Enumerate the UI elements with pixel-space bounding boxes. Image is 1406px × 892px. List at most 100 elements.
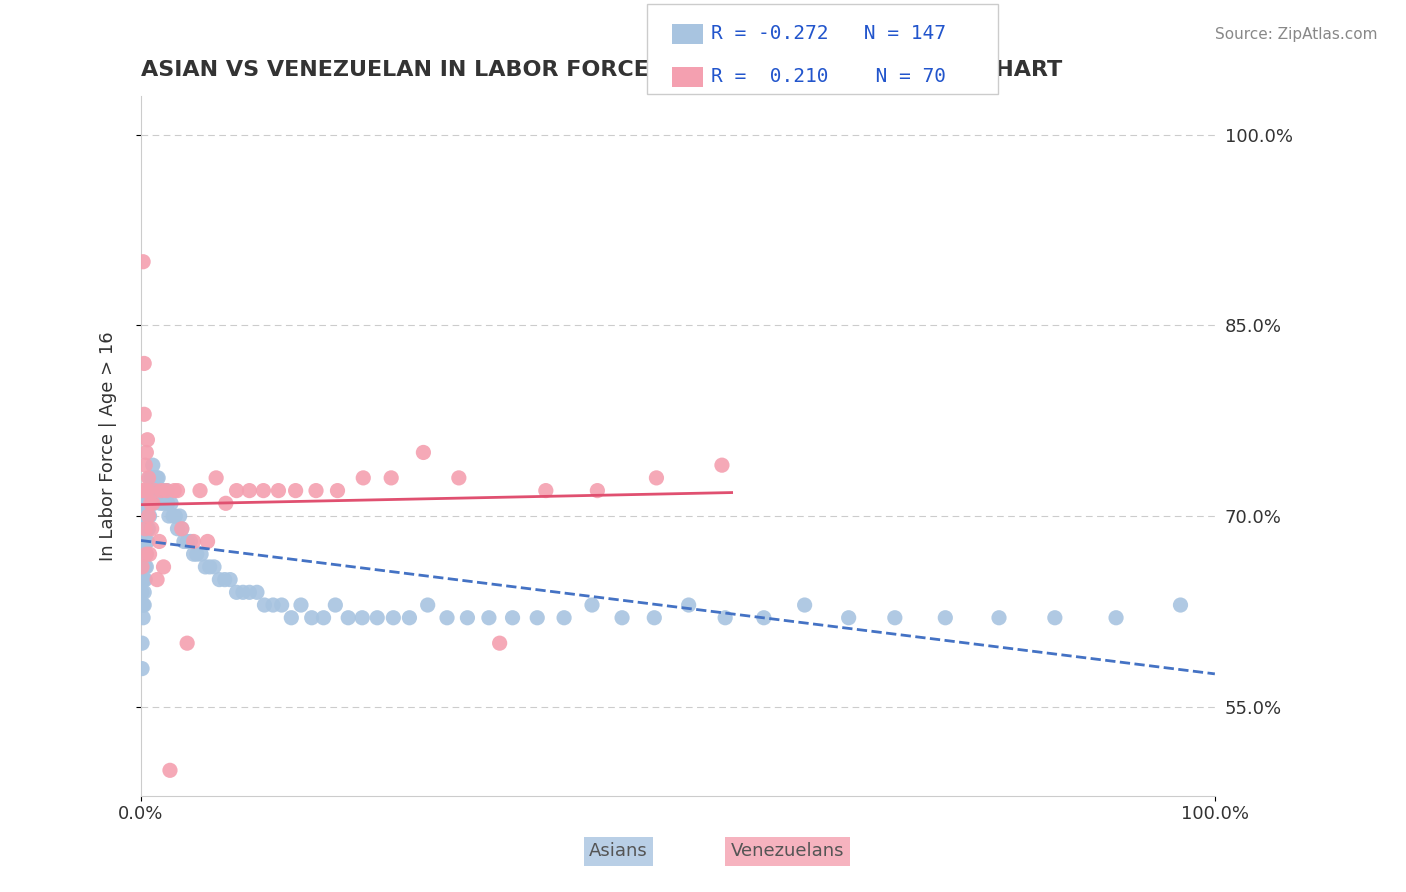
Point <box>252 483 274 498</box>
Point <box>132 573 155 587</box>
Point <box>136 433 159 447</box>
Point <box>135 496 157 510</box>
Point <box>337 611 360 625</box>
Point <box>132 547 155 561</box>
Point <box>253 598 276 612</box>
Point <box>219 573 242 587</box>
Point <box>553 611 575 625</box>
Point <box>197 534 219 549</box>
Point <box>143 471 166 485</box>
Point <box>142 496 165 510</box>
Point <box>134 522 156 536</box>
Point <box>173 534 195 549</box>
Point <box>645 471 668 485</box>
Point <box>136 534 159 549</box>
Point <box>176 636 198 650</box>
Point <box>205 471 228 485</box>
Point <box>138 496 160 510</box>
Point <box>132 560 155 574</box>
Point <box>262 598 284 612</box>
Point <box>176 534 198 549</box>
Point <box>136 509 159 524</box>
Point <box>143 483 166 498</box>
Point <box>165 509 187 524</box>
Point <box>134 483 156 498</box>
Point <box>238 585 260 599</box>
Point <box>135 547 157 561</box>
Point <box>643 611 665 625</box>
Point <box>305 483 328 498</box>
Point <box>135 445 157 459</box>
Point <box>838 611 860 625</box>
Point <box>145 483 167 498</box>
Point <box>152 483 174 498</box>
Point <box>131 636 153 650</box>
Point <box>225 483 247 498</box>
Point <box>153 483 176 498</box>
Point <box>138 509 160 524</box>
Point <box>135 509 157 524</box>
Point <box>139 496 162 510</box>
Point <box>179 534 201 549</box>
Point <box>136 522 159 536</box>
Point <box>141 483 163 498</box>
Point <box>270 598 292 612</box>
Point <box>141 471 163 485</box>
Point <box>143 483 166 498</box>
Point <box>382 611 405 625</box>
Point <box>138 509 160 524</box>
Point <box>149 496 172 510</box>
Point <box>134 598 156 612</box>
Point <box>488 636 510 650</box>
Point <box>138 547 160 561</box>
Point <box>156 483 179 498</box>
Point <box>581 598 603 612</box>
Point <box>134 407 156 421</box>
Point <box>267 483 290 498</box>
Point <box>131 662 153 676</box>
Point <box>436 611 458 625</box>
Point <box>134 560 156 574</box>
Point <box>284 483 307 498</box>
Point <box>134 509 156 524</box>
Point <box>198 560 221 574</box>
Point <box>156 496 179 510</box>
Point <box>194 560 217 574</box>
Point <box>135 534 157 549</box>
Point <box>134 547 156 561</box>
Text: R =  0.210    N = 70: R = 0.210 N = 70 <box>711 67 946 87</box>
Point <box>170 522 193 536</box>
Point <box>166 522 188 536</box>
Point <box>447 471 470 485</box>
Point <box>202 560 225 574</box>
Point <box>312 611 335 625</box>
Point <box>152 560 174 574</box>
Point <box>1043 611 1066 625</box>
Point <box>131 560 153 574</box>
Point <box>160 496 183 510</box>
Point <box>166 483 188 498</box>
Point <box>134 509 156 524</box>
Point <box>190 547 212 561</box>
Point <box>134 534 156 549</box>
Point <box>134 585 156 599</box>
Point <box>366 611 388 625</box>
Point <box>793 598 815 612</box>
Point <box>148 534 170 549</box>
Point <box>150 483 173 498</box>
Point <box>157 509 180 524</box>
Point <box>138 471 160 485</box>
Point <box>988 611 1011 625</box>
Point <box>398 611 420 625</box>
Point <box>146 573 169 587</box>
Point <box>380 471 402 485</box>
Point <box>280 611 302 625</box>
Point <box>169 509 191 524</box>
Point <box>1105 611 1128 625</box>
Point <box>159 764 181 778</box>
Point <box>290 598 312 612</box>
Text: Asians: Asians <box>589 842 648 860</box>
Point <box>502 611 524 625</box>
Point <box>134 573 156 587</box>
Point <box>246 585 269 599</box>
